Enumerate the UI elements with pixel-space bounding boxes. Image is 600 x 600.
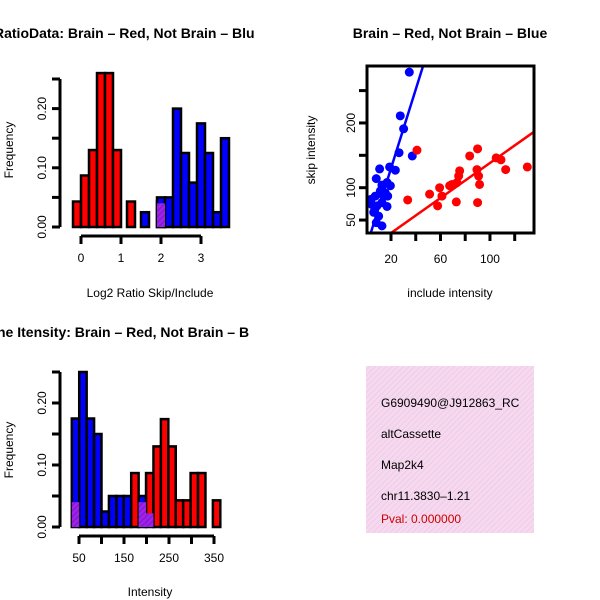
x-tick-label: 150 bbox=[114, 551, 134, 565]
fit-line-brain bbox=[388, 130, 534, 233]
point-brain bbox=[412, 145, 422, 155]
point-not-brain bbox=[382, 201, 392, 211]
y-tick-label: 0.00 bbox=[35, 515, 49, 539]
x-tick-label: 0 bbox=[78, 251, 85, 265]
bar-not-brain bbox=[203, 151, 215, 229]
bar-overlap bbox=[146, 513, 154, 527]
point-brain bbox=[473, 198, 483, 208]
intensity-hist-title: ne Itensity: Brain – Red, Not Brain – B bbox=[0, 324, 249, 340]
y-tick-label: 0.10 bbox=[35, 156, 49, 180]
x-tick-label: 60 bbox=[434, 252, 448, 266]
info-box-background bbox=[366, 366, 534, 533]
scatter-title: Brain – Red, Not Brain – Blue bbox=[353, 25, 548, 41]
point-brain bbox=[425, 189, 435, 199]
y-tick-label: 100 bbox=[344, 177, 358, 197]
ratio-histogram: 0.00 0.10 0.20 0 1 2 3 bbox=[35, 71, 231, 265]
info-pval: Pval: 0.000000 bbox=[381, 512, 461, 526]
bar-not-brain bbox=[92, 432, 103, 529]
x-tick-label: 2 bbox=[158, 251, 165, 265]
x-tick-label: 3 bbox=[198, 251, 205, 265]
intensity-scatter: 20 60 100 50 100 200 bbox=[344, 64, 536, 266]
info-box: G6909490@J912863_RC altCassette Map2k4 c… bbox=[366, 366, 534, 533]
intensity-histogram: 0.00 0.10 0.20 50 150 250 350 bbox=[35, 370, 224, 565]
bar-not-brain bbox=[219, 136, 231, 229]
point-not-brain bbox=[390, 165, 400, 175]
point-not-brain bbox=[377, 221, 387, 231]
info-id: G6909490@J912863_RC bbox=[381, 396, 520, 410]
plot-box bbox=[365, 64, 536, 235]
y-tick-label: 50 bbox=[344, 213, 358, 227]
point-brain bbox=[454, 171, 464, 181]
point-not-brain bbox=[385, 181, 395, 191]
point-not-brain bbox=[375, 164, 385, 174]
point-brain bbox=[403, 195, 413, 205]
y-tick-label: 0.10 bbox=[35, 453, 49, 477]
point-brain bbox=[475, 179, 485, 189]
bar-brain bbox=[129, 471, 140, 529]
bar-overlap bbox=[157, 203, 165, 227]
x-tick-label: 50 bbox=[72, 551, 86, 565]
x-tick-label: 100 bbox=[480, 252, 500, 266]
bar-brain bbox=[167, 445, 177, 529]
point-brain bbox=[522, 162, 532, 172]
point-brain bbox=[501, 165, 511, 175]
point-brain bbox=[433, 201, 443, 211]
bar-overlap bbox=[138, 502, 147, 527]
point-not-brain bbox=[371, 174, 381, 184]
bar-brain bbox=[111, 148, 123, 229]
y-tick-label: 0.00 bbox=[35, 215, 49, 239]
y-tick-label: 0.20 bbox=[35, 97, 49, 121]
point-brain bbox=[473, 144, 483, 154]
point-not-brain bbox=[395, 111, 405, 121]
x-tick-label: 350 bbox=[204, 551, 224, 565]
point-brain bbox=[465, 151, 475, 161]
point-brain bbox=[435, 183, 445, 193]
scatter-xlabel: include intensity bbox=[407, 286, 492, 300]
bar-brain bbox=[196, 471, 207, 529]
ratio-hist-title: RatioData: Brain – Red, Not Brain – Blu bbox=[0, 25, 255, 41]
ratio-hist-xlabel: Log2 Ratio Skip/Include bbox=[87, 286, 214, 300]
point-brain bbox=[451, 197, 461, 207]
point-not-brain bbox=[404, 67, 414, 77]
x-tick-label: 20 bbox=[384, 252, 398, 266]
bar-brain bbox=[125, 200, 137, 229]
info-event-type: altCassette bbox=[381, 427, 441, 441]
plot-area bbox=[367, 66, 534, 233]
intensity-hist-ylabel: Frequency bbox=[2, 422, 16, 479]
bar-overlap bbox=[71, 502, 80, 527]
x-tick-label: 250 bbox=[159, 551, 179, 565]
info-location: chr11.3830–1.21 bbox=[381, 489, 471, 503]
intensity-hist-xlabel: Intensity bbox=[128, 585, 173, 599]
point-not-brain bbox=[367, 194, 376, 204]
scatter-ylabel: skip intensity bbox=[304, 116, 318, 185]
info-gene: Map2k4 bbox=[381, 458, 424, 472]
ratio-hist-ylabel: Frequency bbox=[2, 122, 16, 179]
bar-not-brain bbox=[139, 210, 151, 229]
point-brain bbox=[447, 179, 457, 189]
bar-brain bbox=[211, 499, 222, 529]
y-tick-label: 200 bbox=[344, 113, 358, 133]
y-tick-label: 0.20 bbox=[35, 391, 49, 415]
fit-line-not-brain bbox=[369, 66, 425, 233]
x-tick-label: 1 bbox=[118, 251, 125, 265]
